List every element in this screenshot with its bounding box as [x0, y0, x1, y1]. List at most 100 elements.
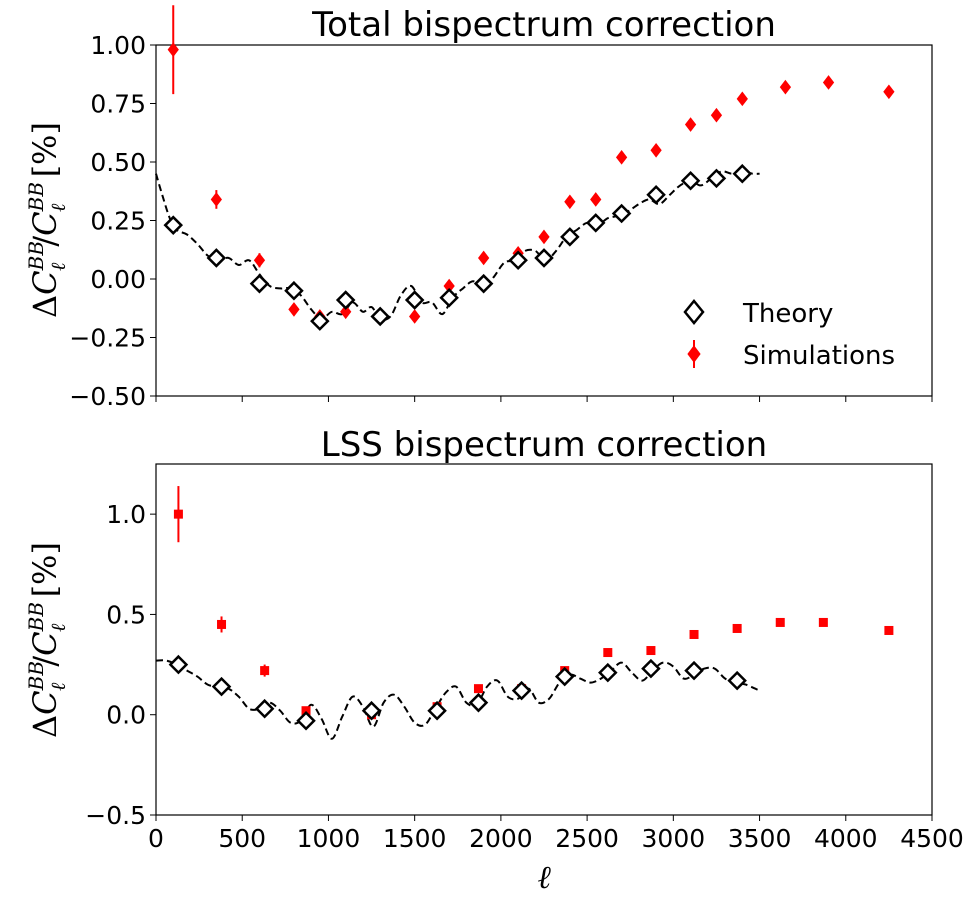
panel-lss: LSS bispectrum correction ΔCBBℓ/CBBℓ [%]…: [24, 425, 964, 896]
simulation-point: [167, 42, 179, 58]
simulation-point: [689, 629, 699, 639]
x-tick-label: 3500: [728, 824, 792, 853]
theory-point: [370, 306, 390, 327]
svg-text:ΔCBBℓ/CBBℓ [%]: ΔCBBℓ/CBBℓ [%]: [24, 542, 70, 738]
simulation-point: [409, 309, 421, 324]
x-tick-label: 3000: [642, 824, 706, 853]
svg-text:ΔCBBℓ/CBBℓ [%]: ΔCBBℓ/CBBℓ [%]: [24, 122, 70, 318]
theory-point: [727, 670, 747, 691]
theory-point: [508, 250, 528, 271]
theory-point: [168, 654, 189, 675]
theory-point: [439, 287, 459, 308]
simulation-point: [473, 684, 483, 694]
legend: Theory Simulations: [683, 299, 895, 371]
y-tick-label: −0.25: [69, 324, 146, 353]
y-tick-label: −0.50: [69, 382, 146, 411]
x-tick-label: 2000: [469, 824, 533, 853]
simulation-point: [822, 75, 835, 90]
y-tick-label: 0.5: [106, 600, 146, 629]
x-tick-label: 500: [218, 824, 266, 853]
x-tick-label: 4500: [900, 824, 964, 853]
theory-point: [468, 692, 489, 713]
theory-point: [404, 290, 425, 310]
simulation-point: [710, 107, 723, 123]
x-tick-label: 2500: [555, 824, 619, 853]
theory-point: [310, 311, 330, 331]
simulation-point: [173, 509, 183, 519]
simulation-point: [288, 302, 300, 317]
x-axis-label: ℓ: [537, 858, 551, 896]
simulation-point: [538, 229, 550, 245]
panel-title: LSS bispectrum correction: [321, 425, 767, 465]
theory-point: [598, 662, 618, 683]
simulation-point: [650, 142, 662, 158]
simulation-point: [210, 192, 222, 207]
simulation-point: [260, 666, 270, 676]
theory-point: [254, 698, 275, 719]
legend-simulations-marker: [687, 345, 701, 363]
theory-point: [646, 184, 666, 205]
theory-point: [249, 273, 270, 294]
theory-point: [560, 227, 580, 247]
theory-point: [534, 248, 554, 268]
x-tick-label: 1000: [297, 824, 361, 853]
theory-point: [211, 676, 232, 697]
y-tick-label: 0.0: [106, 701, 146, 730]
legend-theory-label: Theory: [742, 299, 833, 329]
plot-frame: [155, 463, 933, 816]
theory-point: [641, 658, 661, 679]
x-tick-label: 0: [148, 824, 164, 853]
simulation-point: [684, 117, 697, 132]
simulation-point: [217, 619, 227, 629]
theory-point: [473, 273, 494, 294]
theory-point: [554, 666, 575, 687]
y-axis-label: ΔCBBℓ/CBBℓ [%]: [24, 542, 70, 738]
theory-point: [206, 248, 227, 268]
theory-point: [585, 213, 606, 233]
simulation-point: [590, 192, 602, 207]
simulation-point: [301, 706, 311, 716]
y-tick-label: 0.25: [90, 207, 146, 236]
theory-curve: [155, 659, 761, 740]
y-tick-label: 0.50: [90, 148, 146, 177]
y-tick-label: 0.00: [90, 265, 146, 294]
theory-point: [361, 700, 382, 721]
theory-point: [706, 168, 727, 189]
simulation-point: [775, 617, 785, 627]
simulation-point: [736, 91, 748, 107]
theory-point: [284, 280, 304, 301]
theory-point: [680, 170, 701, 191]
simulation-point: [646, 646, 656, 656]
y-tick-label: 1.0: [106, 500, 146, 529]
theory-point: [427, 700, 447, 721]
y-tick-label: 1.00: [90, 31, 146, 60]
simulation-point: [732, 623, 742, 633]
panel-total: Total bispectrum correction ΔCBBℓ/CBBℓ […: [24, 5, 933, 411]
simulation-point: [478, 250, 490, 266]
legend-theory-marker: [683, 299, 705, 325]
theory-point: [511, 680, 532, 701]
simulation-point: [883, 84, 895, 100]
theory-point: [335, 290, 356, 310]
y-tick-label: −0.5: [85, 801, 146, 830]
theory-point: [163, 215, 184, 235]
theory-point: [684, 660, 704, 681]
y-tick-label: 0.75: [90, 90, 146, 119]
x-tick-label: 1500: [383, 824, 447, 853]
simulation-point: [253, 252, 266, 268]
theory-point: [296, 710, 316, 731]
panel-title: Total bispectrum correction: [311, 5, 776, 45]
y-axis-label: ΔCBBℓ/CBBℓ [%]: [24, 122, 70, 318]
simulation-point: [340, 304, 352, 320]
theory-point: [732, 163, 753, 184]
theory-point: [611, 203, 632, 224]
simulation-point: [615, 149, 628, 165]
simulation-point: [564, 194, 576, 210]
simulation-point: [818, 617, 828, 627]
simulation-point: [779, 79, 792, 95]
x-tick-label: 4000: [814, 824, 878, 853]
simulation-point: [884, 625, 894, 635]
legend-simulations-label: Simulations: [743, 341, 895, 371]
simulation-point: [603, 648, 613, 658]
